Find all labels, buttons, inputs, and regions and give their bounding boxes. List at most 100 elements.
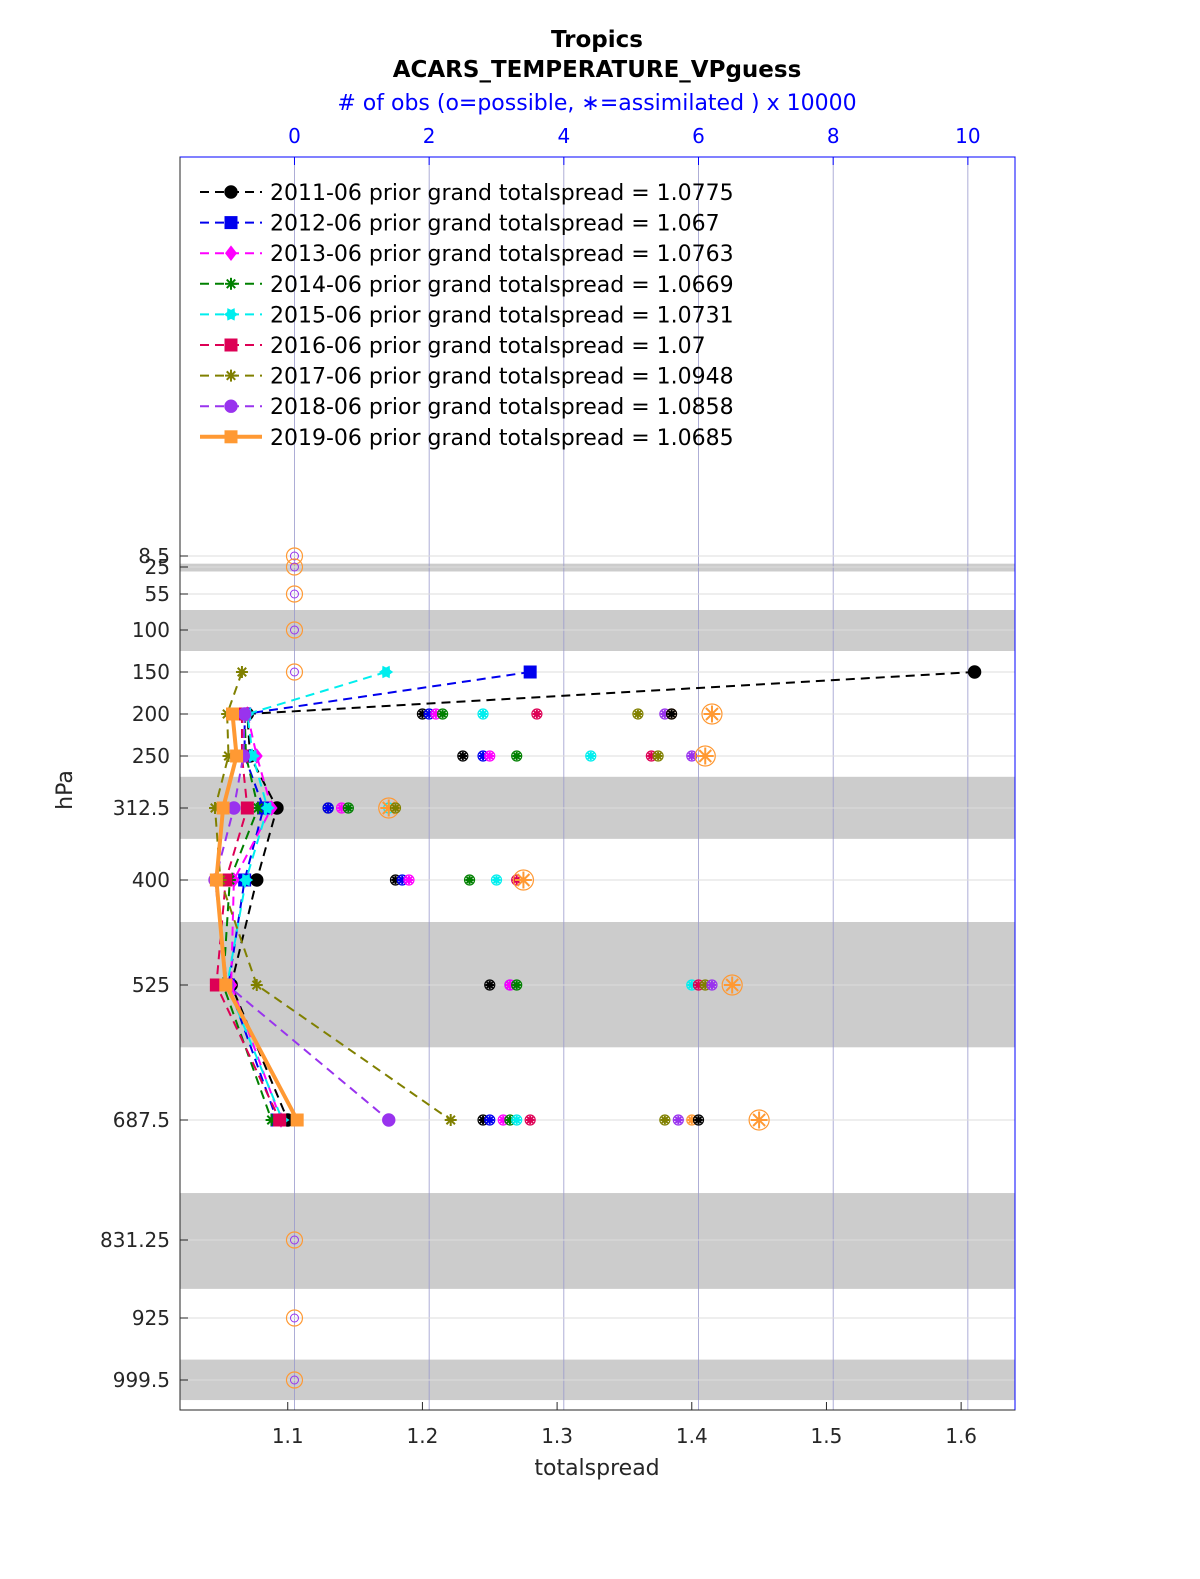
obs-possible-marker — [484, 750, 496, 762]
legend-item-2015-06: 2015-06 prior grand totalspread = 1.0731 — [200, 303, 734, 328]
series-point-2018-06 — [382, 1113, 396, 1127]
series-point-2015-06 — [378, 665, 394, 679]
marker-stroke — [486, 1116, 494, 1124]
legend-label: 2012-06 prior grand totalspread = 1.067 — [270, 212, 720, 237]
shaded-bands — [180, 563, 1015, 1401]
marker-stroke — [512, 981, 521, 989]
legend-label: 2017-06 prior grand totalspread = 1.0948 — [270, 365, 734, 390]
obs-possible-marker — [748, 1109, 770, 1131]
legend-item-2016-06: 2016-06 prior grand totalspread = 1.07 — [200, 334, 706, 359]
marker-stroke — [694, 1116, 703, 1124]
obs-possible-zero-4 — [285, 663, 304, 681]
marker-stroke — [237, 667, 247, 677]
obs-assimilated-zero-0 — [289, 551, 299, 561]
obs-assimilated-marker — [653, 751, 663, 761]
obs-assimilated-zero-7 — [289, 1375, 299, 1385]
obs-assimilated-marker — [514, 871, 532, 889]
obs-possible-marker — [632, 708, 644, 720]
obs-assimilated-marker — [323, 803, 333, 813]
y-axis-label: hPa — [53, 770, 78, 810]
obs-possible-marker — [512, 869, 535, 891]
series-point-2016-06 — [273, 1113, 287, 1127]
obs-assimilated-marker — [485, 1115, 495, 1125]
marker-stroke — [253, 803, 264, 813]
y-tick-label: 312.5 — [113, 796, 170, 820]
legend-item-2017-06: 2017-06 prior grand totalspread = 1.0948 — [200, 365, 734, 390]
obs-possible-marker — [490, 874, 503, 886]
obs-assimilated-marker — [703, 705, 721, 723]
x-tick-label: 1.3 — [541, 1424, 573, 1448]
series-line-2014-06 — [222, 713, 273, 1121]
obs-assimilated-marker — [458, 751, 468, 761]
obs-possible-marker — [665, 708, 678, 720]
series-point-2014-06 — [252, 802, 265, 814]
obs-assimilated-zero-2 — [289, 589, 299, 599]
marker-stroke — [634, 710, 642, 718]
legend-marker — [224, 399, 238, 413]
obs-possible-marker — [511, 979, 523, 991]
obs-assimilated-marker — [660, 1115, 670, 1125]
marker-stroke — [479, 710, 487, 718]
obs-possible-marker — [694, 745, 716, 767]
marker-stroke — [405, 876, 413, 884]
legend-label: 2014-06 prior grand totalspread = 1.0669 — [270, 273, 734, 298]
y-tick-label: 25 — [145, 555, 170, 579]
obs-assimilated-marker — [707, 980, 717, 990]
obs-assimilated-marker — [674, 1115, 683, 1125]
obs-assimilated-zero-1 — [289, 562, 299, 572]
legend-label: 2016-06 prior grand totalspread = 1.07 — [270, 334, 706, 359]
y-tick-label: 8.5 — [138, 544, 170, 568]
obs-possible-marker — [701, 703, 723, 725]
marker-stroke — [512, 752, 521, 760]
marker-stroke — [226, 370, 236, 381]
marker-stroke — [486, 981, 494, 989]
series-2018-06 — [208, 707, 396, 1127]
y-tick-label: 400 — [132, 868, 170, 892]
series-2011-06 — [224, 665, 982, 1127]
series-point-2015-06 — [238, 873, 254, 887]
series-2012-06 — [221, 665, 537, 1127]
marker-stroke — [459, 752, 467, 760]
marker-stroke — [674, 1116, 683, 1124]
marker-stroke — [708, 981, 716, 989]
obs-assimilated-marker — [694, 1115, 703, 1125]
series-point-2016-06 — [240, 801, 254, 815]
obs-possible-marker — [477, 708, 489, 720]
top-axis-label: # of obs (o=possible, ∗=assimilated ) x … — [337, 91, 856, 116]
marker-stroke — [533, 710, 541, 718]
series-line-2011-06 — [230, 671, 975, 1121]
marker-stroke — [725, 978, 739, 992]
obs-possible-marker — [531, 708, 543, 720]
marker-stroke — [698, 749, 712, 763]
marker-stroke — [438, 710, 447, 718]
axis-ticks: 1.1 1.2 1.3 1.4 1.5 1.6 0 2 4 6 8 10 8.525 55 100 150 20… — [100, 124, 981, 1448]
legend-label: 2018-06 prior grand totalspread = 1.0858 — [270, 395, 734, 420]
y-tick-label: 250 — [132, 744, 170, 768]
shaded-band-4 — [180, 1193, 1015, 1289]
obs-possible-zero-7 — [285, 1371, 304, 1389]
obs-possible-marker — [342, 802, 354, 814]
chart-title: Tropics — [551, 27, 643, 53]
series-line-2019-06 — [214, 713, 299, 1121]
marker-stroke — [445, 1115, 456, 1125]
marker-stroke — [654, 752, 662, 760]
obs-assimilated-marker — [586, 751, 596, 761]
obs-possible-marker — [652, 750, 664, 762]
legend-item-2014-06: 2014-06 prior grand totalspread = 1.0669 — [200, 273, 734, 298]
marker-stroke — [526, 1116, 534, 1124]
series-point-2019-06 — [216, 801, 230, 815]
marker-stroke — [344, 804, 353, 812]
obs-possible-zero-0 — [285, 547, 304, 565]
marker-stroke — [688, 752, 696, 760]
legend-marker — [223, 308, 239, 321]
top-tick-label: 6 — [692, 124, 705, 148]
obs-assimilated-marker — [404, 875, 414, 885]
shaded-band-0 — [180, 563, 1015, 572]
obs-possible-marker — [484, 1114, 496, 1126]
y-tick-label: 999.5 — [113, 1368, 170, 1392]
series-point-2019-06 — [226, 707, 240, 721]
y-tick-label: 150 — [132, 660, 170, 684]
obs-assimilated-marker — [667, 709, 676, 719]
obs-possible-zero-1 — [285, 558, 304, 576]
